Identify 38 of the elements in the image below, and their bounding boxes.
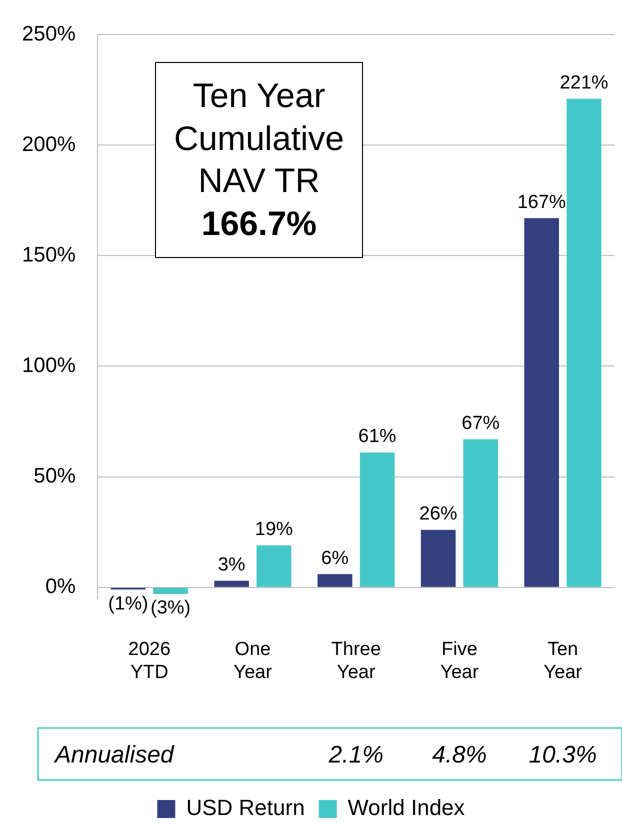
data-label: 6%: [321, 548, 349, 569]
y-tick-label: 250%: [22, 22, 76, 46]
x-tick-label: Five Year: [440, 639, 480, 683]
bar: [214, 580, 249, 587]
y-tick-label: 0%: [45, 575, 76, 598]
bar: [360, 452, 395, 587]
y-tick-label: 150%: [22, 243, 76, 266]
y-tick-label: 50%: [34, 464, 76, 488]
data-label: 26%: [419, 504, 458, 525]
data-label: 19%: [254, 519, 294, 540]
legend-label: USD Return: [186, 795, 305, 820]
bar: [153, 588, 188, 594]
annotation: 166.7%: [201, 204, 317, 244]
bar: [463, 439, 498, 587]
annotation: Ten Year Cumulative NAV TR: [172, 76, 346, 202]
bar: [566, 98, 602, 587]
data-label: 221%: [560, 72, 608, 94]
x-tick-label: Ten Year: [544, 639, 583, 683]
data-label: (3%): [150, 598, 191, 619]
data-label: 67%: [462, 412, 500, 434]
text: Annualised: [53, 742, 174, 769]
bar: [420, 530, 456, 587]
text: 10.3%: [528, 742, 597, 769]
bar: [318, 574, 352, 587]
y-tick-label: 200%: [22, 132, 76, 156]
text: 2.1%: [328, 742, 384, 769]
x-tick-label: 2026 YTD: [128, 639, 171, 683]
x-tick-label: Three Year: [331, 639, 381, 683]
data-label: 61%: [358, 426, 396, 448]
x-tick-label: One Year: [234, 639, 273, 683]
data-label: 167%: [517, 192, 566, 213]
text: 4.8%: [432, 742, 487, 769]
bar: [256, 545, 292, 587]
data-label: 3%: [218, 554, 246, 576]
data-label: (1%): [108, 593, 148, 614]
bar: [524, 218, 559, 587]
legend-label: World Index: [348, 795, 465, 820]
y-tick-label: 100%: [22, 354, 76, 378]
